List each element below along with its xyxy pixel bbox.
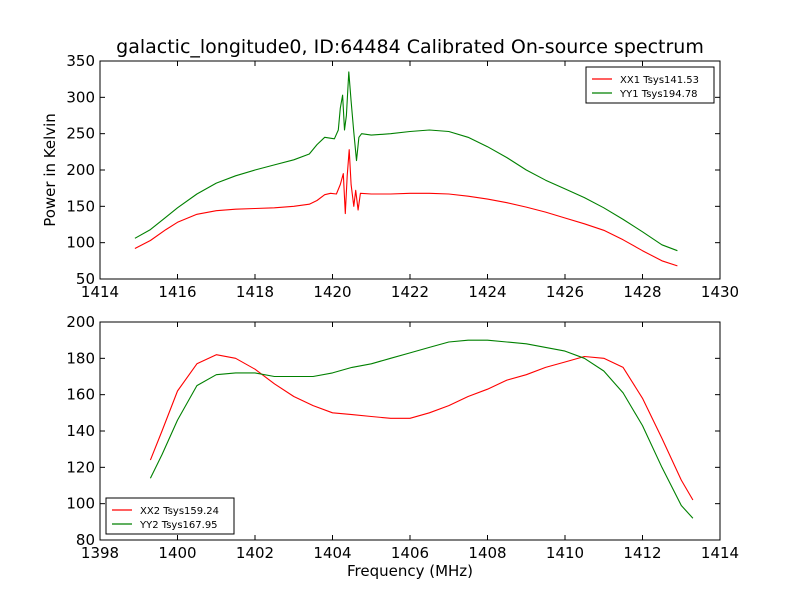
series-line-yy2 [149, 339, 694, 519]
x-tick-label: 1428 [623, 283, 661, 301]
series-line-xx1 [134, 149, 678, 267]
x-tick-label: 1430 [701, 283, 739, 301]
x-tick-label: 1414 [701, 544, 739, 562]
x-tick-label: 1398 [81, 544, 119, 562]
y-tick-label: 300 [66, 88, 95, 106]
legend-box [105, 497, 235, 535]
y-axis-label: Power in Kelvin [41, 113, 59, 227]
x-tick-label: 1408 [468, 544, 506, 562]
legend-entry: XX2 Tsys159.24 [140, 506, 219, 517]
x-tick-label: 1406 [391, 544, 429, 562]
x-tick-label: 1420 [313, 283, 351, 301]
y-tick-label: 100 [66, 234, 95, 252]
y-tick-label: 250 [66, 125, 95, 143]
y-tick-label: 140 [66, 422, 95, 440]
x-tick-label: 1410 [546, 544, 584, 562]
legend-entry: XX1 Tsys141.53 [620, 75, 699, 86]
y-tick-label: 50 [76, 270, 95, 288]
y-tick-label: 80 [76, 531, 95, 549]
x-tick-label: 1414 [81, 283, 119, 301]
x-tick-label: 1404 [313, 544, 351, 562]
series-line-yy1 [134, 71, 678, 252]
x-tick-label: 1416 [158, 283, 196, 301]
legend-entry: YY1 Tsys194.78 [619, 89, 698, 100]
y-tick-label: 200 [66, 313, 95, 331]
y-tick-label: 150 [66, 197, 95, 215]
y-tick-label: 200 [66, 161, 95, 179]
y-tick-label: 350 [66, 52, 95, 70]
legend-entry: YY2 Tsys167.95 [139, 520, 218, 531]
top-spectrum-panel: 1414 1416 1418 1420 1422 1424 1426 1428 1430 50 10… [66, 52, 739, 301]
x-tick-label: 1412 [623, 544, 661, 562]
figure-title: galactic_longitude0, ID:64484 Calibrated… [116, 36, 704, 58]
x-axis-label: Frequency (MHz) [347, 562, 473, 580]
x-tick-label: 1426 [546, 283, 584, 301]
x-tick-label: 1402 [236, 544, 274, 562]
x-tick-label: 1424 [468, 283, 506, 301]
y-tick-label: 180 [66, 349, 95, 367]
x-tick-label: 1422 [391, 283, 429, 301]
legend: XX1 Tsys141.53 YY1 Tsys194.78 [585, 66, 715, 104]
y-tick-label: 100 [66, 495, 95, 513]
y-tick-label: 160 [66, 386, 95, 404]
bottom-spectrum-panel: 1398 1400 1402 1404 1406 1408 1410 1412 1414 80 10… [66, 313, 739, 562]
series-line-xx2 [149, 354, 694, 501]
legend: XX2 Tsys159.24 YY2 Tsys167.95 [105, 497, 235, 535]
x-tick-label: 1418 [236, 283, 274, 301]
x-tick-label: 1400 [158, 544, 196, 562]
y-tick-label: 120 [66, 458, 95, 476]
legend-box [585, 66, 715, 104]
